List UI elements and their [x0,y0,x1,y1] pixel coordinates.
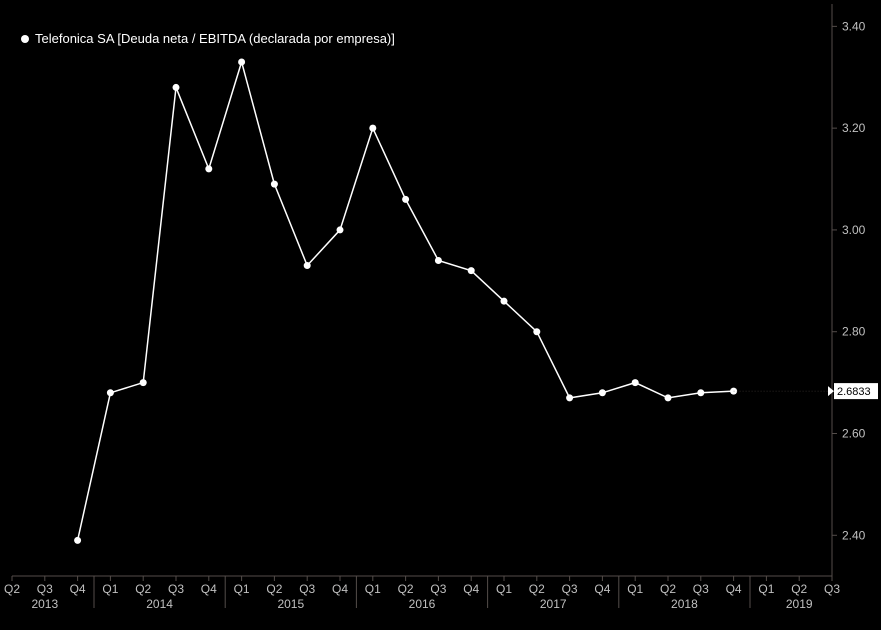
x-axis-year-label: 2017 [540,597,567,611]
x-axis-quarter-label: Q1 [234,582,250,596]
x-axis-year-label: 2016 [409,597,436,611]
x-axis-quarter-label: Q1 [496,582,512,596]
x-axis-quarter-label: Q3 [824,582,840,596]
x-axis-quarter-label: Q2 [529,582,545,596]
y-axis-tick-label: 3.00 [842,223,866,237]
x-axis-quarter-label: Q3 [168,582,184,596]
data-marker [402,196,409,203]
data-marker [337,226,344,233]
x-axis-quarter-label: Q4 [463,582,479,596]
data-marker [665,394,672,401]
x-axis-year-label: 2014 [146,597,173,611]
x-axis-quarter-label: Q3 [299,582,315,596]
data-marker [369,125,376,132]
x-axis-quarter-label: Q2 [4,582,20,596]
y-axis-tick-label: 3.40 [842,19,866,33]
y-axis-tick-label: 3.20 [842,121,866,135]
data-marker [140,379,147,386]
y-axis-tick-label: 2.60 [842,427,866,441]
x-axis-quarter-label: Q3 [693,582,709,596]
legend-marker-icon [21,35,29,43]
x-axis-year-label: 2019 [786,597,813,611]
data-marker [271,181,278,188]
data-marker [173,84,180,91]
x-axis-quarter-label: Q3 [562,582,578,596]
x-axis-quarter-label: Q1 [758,582,774,596]
x-axis-year-label: 2015 [277,597,304,611]
x-axis-quarter-label: Q1 [627,582,643,596]
data-marker [238,58,245,65]
x-axis-quarter-label: Q1 [365,582,381,596]
x-axis-quarter-label: Q2 [266,582,282,596]
data-marker [632,379,639,386]
x-axis-quarter-label: Q2 [135,582,151,596]
x-axis-quarter-label: Q3 [37,582,53,596]
legend-label: Telefonica SA [Deuda neta / EBITDA (decl… [35,31,395,46]
y-axis-tick-label: 2.40 [842,528,866,542]
x-axis-quarter-label: Q4 [726,582,742,596]
x-axis-year-label: 2013 [31,597,58,611]
x-axis-quarter-label: Q4 [332,582,348,596]
data-marker [599,389,606,396]
x-axis-quarter-label: Q2 [791,582,807,596]
x-axis-quarter-label: Q4 [70,582,86,596]
x-axis-quarter-label: Q2 [398,582,414,596]
data-marker [74,537,81,544]
data-marker [468,267,475,274]
data-marker [533,328,540,335]
last-value-label: 2.6833 [837,386,871,398]
line-chart: 2.40 2.60 2.80 3.00 3.20 3.40 Q2 Q3 Q4 Q1 Q2 Q3 Q4 Q1… [0,0,881,630]
data-marker [435,257,442,264]
data-marker [697,389,704,396]
x-axis-quarter-label: Q4 [201,582,217,596]
data-marker [205,165,212,172]
x-axis-quarter-label: Q2 [660,582,676,596]
chart-container: 2.40 2.60 2.80 3.00 3.20 3.40 Q2 Q3 Q4 Q1 Q2 Q3 Q4 Q1… [0,0,881,630]
x-axis-quarter-label: Q4 [594,582,610,596]
y-axis-tick-label: 2.80 [842,325,866,339]
x-axis-quarter-label: Q1 [102,582,118,596]
data-marker [304,262,311,269]
data-marker [501,298,508,305]
data-marker [566,394,573,401]
data-marker [107,389,114,396]
x-axis-year-label: 2018 [671,597,698,611]
x-axis-quarter-label: Q3 [430,582,446,596]
